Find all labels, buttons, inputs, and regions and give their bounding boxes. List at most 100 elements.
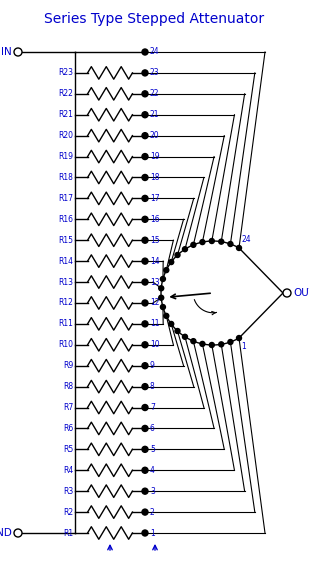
Circle shape [209, 343, 214, 347]
Text: 13: 13 [150, 278, 160, 286]
Text: 12: 12 [150, 298, 159, 308]
Circle shape [142, 404, 148, 411]
Text: R5: R5 [63, 445, 73, 454]
Circle shape [142, 112, 148, 118]
Circle shape [142, 195, 148, 202]
Text: R11: R11 [58, 319, 73, 328]
Circle shape [142, 384, 148, 389]
Text: 20: 20 [150, 131, 160, 140]
Circle shape [200, 342, 205, 346]
Text: R20: R20 [58, 131, 73, 140]
Circle shape [164, 313, 169, 319]
Text: R18: R18 [58, 173, 73, 182]
Circle shape [159, 295, 164, 300]
Circle shape [236, 245, 242, 251]
Circle shape [14, 48, 22, 56]
Text: R9: R9 [63, 361, 73, 370]
Text: R1: R1 [63, 529, 73, 537]
Circle shape [209, 238, 214, 244]
Circle shape [142, 49, 148, 55]
Circle shape [191, 242, 196, 247]
Text: R15: R15 [58, 236, 73, 245]
Text: R2: R2 [63, 507, 73, 517]
Circle shape [142, 321, 148, 327]
Text: 24: 24 [150, 47, 160, 56]
Circle shape [183, 247, 188, 252]
Circle shape [175, 328, 180, 334]
Circle shape [142, 363, 148, 369]
Text: R12: R12 [58, 298, 73, 308]
Text: IN: IN [1, 47, 12, 57]
Circle shape [164, 268, 169, 272]
Text: 1: 1 [150, 529, 155, 537]
Text: 1: 1 [241, 342, 246, 351]
Text: 4: 4 [150, 466, 155, 475]
Text: 17: 17 [150, 194, 160, 203]
Circle shape [142, 342, 148, 348]
Circle shape [142, 132, 148, 139]
Text: 11: 11 [150, 319, 159, 328]
Text: R6: R6 [63, 424, 73, 433]
Text: 22: 22 [150, 89, 159, 98]
Text: 3: 3 [150, 487, 155, 496]
Circle shape [228, 241, 233, 247]
Circle shape [142, 467, 148, 473]
Circle shape [219, 239, 224, 244]
Circle shape [283, 289, 291, 297]
Text: 2: 2 [150, 507, 155, 517]
Text: 18: 18 [150, 173, 159, 182]
Text: R4: R4 [63, 466, 73, 475]
Circle shape [142, 446, 148, 452]
Circle shape [219, 342, 224, 347]
Circle shape [200, 240, 205, 245]
Text: 7: 7 [150, 403, 155, 412]
Text: R17: R17 [58, 194, 73, 203]
Text: 24: 24 [241, 235, 251, 244]
Circle shape [142, 279, 148, 285]
Circle shape [160, 305, 165, 309]
Circle shape [142, 70, 148, 76]
Circle shape [142, 509, 148, 515]
Circle shape [191, 339, 196, 344]
Text: R7: R7 [63, 403, 73, 412]
Text: 23: 23 [150, 69, 160, 77]
Circle shape [183, 334, 188, 339]
Text: 21: 21 [150, 110, 159, 119]
Circle shape [142, 217, 148, 222]
Text: 15: 15 [150, 236, 160, 245]
Circle shape [160, 276, 165, 282]
Text: R23: R23 [58, 69, 73, 77]
Text: Series Type Stepped Attenuator: Series Type Stepped Attenuator [44, 12, 265, 26]
Text: R19: R19 [58, 152, 73, 161]
Text: OUT: OUT [293, 288, 309, 298]
Text: R13: R13 [58, 278, 73, 286]
Circle shape [228, 339, 233, 344]
Circle shape [169, 321, 174, 327]
Circle shape [169, 260, 174, 264]
Circle shape [142, 175, 148, 180]
Text: R21: R21 [58, 110, 73, 119]
Text: R22: R22 [58, 89, 73, 98]
Text: R10: R10 [58, 340, 73, 349]
Circle shape [142, 530, 148, 536]
Circle shape [142, 237, 148, 243]
Circle shape [159, 286, 164, 291]
Text: 16: 16 [150, 215, 160, 224]
Circle shape [142, 91, 148, 97]
Circle shape [14, 529, 22, 537]
Text: R16: R16 [58, 215, 73, 224]
Circle shape [175, 252, 180, 257]
Text: 6: 6 [150, 424, 155, 433]
Text: 9: 9 [150, 361, 155, 370]
Text: R14: R14 [58, 257, 73, 266]
Text: R3: R3 [63, 487, 73, 496]
Circle shape [142, 488, 148, 494]
Text: 14: 14 [150, 257, 160, 266]
Text: 5: 5 [150, 445, 155, 454]
Circle shape [142, 154, 148, 160]
Circle shape [142, 300, 148, 306]
Text: 10: 10 [150, 340, 160, 349]
Circle shape [142, 258, 148, 264]
Circle shape [236, 336, 242, 340]
Text: GND: GND [0, 528, 12, 538]
